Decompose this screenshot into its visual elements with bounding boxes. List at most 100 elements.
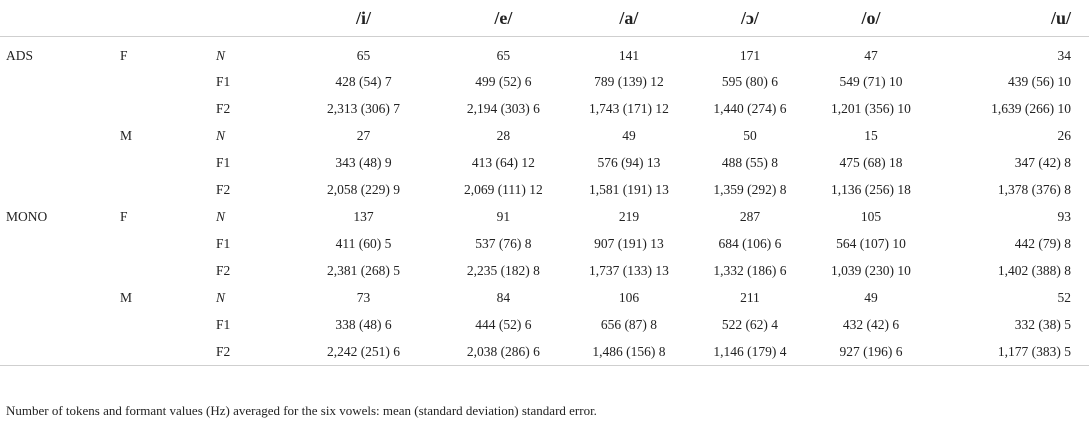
row-measure-label: N <box>216 127 226 143</box>
table-cell: 15 <box>864 127 878 143</box>
table-cell: 84 <box>496 289 511 305</box>
table-row: MONO F N 137 91 219 287 105 93 <box>0 203 1089 230</box>
table-row: F2 2,313 (306) 7 2,194 (303) 6 1,743 (171) … <box>0 95 1089 122</box>
row-sex-label <box>98 95 216 122</box>
row-sex-label <box>98 338 216 366</box>
table-cell: 2,058 (229) 9 <box>326 181 401 197</box>
table-row: F2 2,242 (251) 6 2,038 (286) 6 1,486 (156) … <box>0 338 1089 366</box>
table-cell: 432 (42) 6 <box>842 316 900 332</box>
table-cell: 93 <box>1057 208 1072 224</box>
table-cell: 2,038 (286) 6 <box>441 338 566 366</box>
row-measure-label: F1 <box>216 235 231 251</box>
table-cell: 27 <box>356 127 371 143</box>
table-cell: 789 (139) 12 <box>594 73 664 89</box>
table-cell: 105 <box>860 208 882 224</box>
table-cell: 91 <box>496 208 511 224</box>
row-sex-label <box>98 257 216 284</box>
table-cell: 1,639 (266) 10 <box>991 100 1071 116</box>
row-sex-label: M <box>120 127 133 143</box>
table-cell: 65 <box>496 47 511 63</box>
table-caption: Number of tokens and formant values (Hz)… <box>6 403 597 418</box>
table-cell: 141 <box>618 47 640 63</box>
table-cell: 219 <box>618 208 640 224</box>
table-cell: 171 <box>739 47 761 63</box>
table-cell: 907 (191) 13 <box>594 235 664 251</box>
table-cell: 287 <box>739 208 761 224</box>
header-vowel: /u/ <box>934 0 1089 37</box>
table-cell: 1,201 (356) 10 <box>831 100 911 116</box>
row-sex-label <box>98 311 216 338</box>
table-cell: 2,381 (268) 5 <box>326 262 401 278</box>
row-measure-label: F1 <box>216 154 231 170</box>
table-cell: 1,332 (186) 6 <box>713 262 787 278</box>
table-cell: 1,146 (179) 4 <box>692 338 808 366</box>
table-cell: 1,136 (256) 18 <box>831 181 911 197</box>
row-measure-label: F1 <box>216 316 231 332</box>
row-measure-label: F2 <box>216 181 231 197</box>
table-row: F1 343 (48) 9 413 (64) 12 576 (94) 13 488 (5… <box>0 149 1089 176</box>
row-sex-label <box>98 68 216 95</box>
header-group <box>0 0 98 37</box>
row-sex-label <box>98 176 216 203</box>
table-cell: 332 (38) 5 <box>1014 316 1071 332</box>
table-cell: 411 (60) 5 <box>335 235 392 251</box>
table-cell: 50 <box>743 127 757 143</box>
table-cell: 499 (52) 6 <box>475 73 532 89</box>
table-cell: 1,581 (191) 13 <box>589 181 669 197</box>
header-vowel: /ɔ/ <box>692 0 808 37</box>
table-cell: 137 <box>353 208 374 224</box>
table-cell: 73 <box>356 289 371 305</box>
table-row: F2 2,058 (229) 9 2,069 (111) 12 1,581 (191)… <box>0 176 1089 203</box>
table-cell: 549 (71) 10 <box>839 73 903 89</box>
table-cell: 656 (87) 8 <box>600 316 658 332</box>
table-cell: 49 <box>622 127 636 143</box>
table-cell: 338 (48) 6 <box>335 316 392 332</box>
table-row: M N 27 28 49 50 15 26 <box>0 122 1089 149</box>
row-measure-label: F2 <box>216 100 231 116</box>
table-cell: 2,194 (303) 6 <box>466 100 540 116</box>
table-cell: 537 (76) 8 <box>475 235 532 251</box>
table-cell: 65 <box>356 47 371 63</box>
table-cell: 26 <box>1057 127 1072 143</box>
table-cell: 1,440 (274) 6 <box>713 100 787 116</box>
row-measure-label: F2 <box>216 338 286 366</box>
header-vowel: /o/ <box>807 0 935 37</box>
row-group-label <box>0 95 98 122</box>
table-cell: 28 <box>496 127 511 143</box>
table-cell: 1,177 (383) 5 <box>934 338 1089 366</box>
table-cell: 1,359 (292) 8 <box>713 181 787 197</box>
table-cell: 2,235 (182) 8 <box>466 262 540 278</box>
table-cell: 684 (106) 6 <box>718 235 782 251</box>
row-measure-label: F1 <box>216 73 231 89</box>
table-cell: 595 (80) 6 <box>721 73 779 89</box>
row-group-label: MONO <box>6 208 48 224</box>
row-sex-label: F <box>120 208 128 224</box>
table-row: F1 428 (54) 7 499 (52) 6 789 (139) 12 595 (8… <box>0 68 1089 95</box>
table-cell: 1,039 (230) 10 <box>831 262 911 278</box>
table-cell: 1,402 (388) 8 <box>997 262 1071 278</box>
row-group-label <box>0 230 98 257</box>
row-group-label <box>0 284 98 311</box>
table-cell: 1,486 (156) 8 <box>565 338 693 366</box>
table-cell: 522 (62) 4 <box>721 316 779 332</box>
row-group-label <box>0 149 98 176</box>
table-cell: 1,743 (171) 12 <box>589 100 669 116</box>
table-cell: 444 (52) 6 <box>475 316 532 332</box>
table-cell: 49 <box>864 289 878 305</box>
table-cell: 475 (68) 18 <box>839 154 903 170</box>
table-cell: 52 <box>1057 289 1072 305</box>
row-measure-label: N <box>216 208 226 224</box>
row-group-label <box>0 311 98 338</box>
table-cell: 1,378 (376) 8 <box>997 181 1071 197</box>
table-cell: 106 <box>618 289 640 305</box>
header-vowel: /a/ <box>565 0 693 37</box>
table-cell: 2,313 (306) 7 <box>326 100 401 116</box>
row-group-label <box>0 68 98 95</box>
formant-table: /i/ /e/ /a/ /ɔ/ /o/ /u/ ADS F N 65 65 141 171 4… <box>0 0 1089 366</box>
header-row: /i/ /e/ /a/ /ɔ/ /o/ /u/ <box>0 0 1089 37</box>
row-sex-label: M <box>120 289 133 305</box>
header-vowel: /i/ <box>286 0 441 37</box>
table-cell: 413 (64) 12 <box>471 154 535 170</box>
table-cell: 439 (56) 10 <box>1008 73 1071 89</box>
